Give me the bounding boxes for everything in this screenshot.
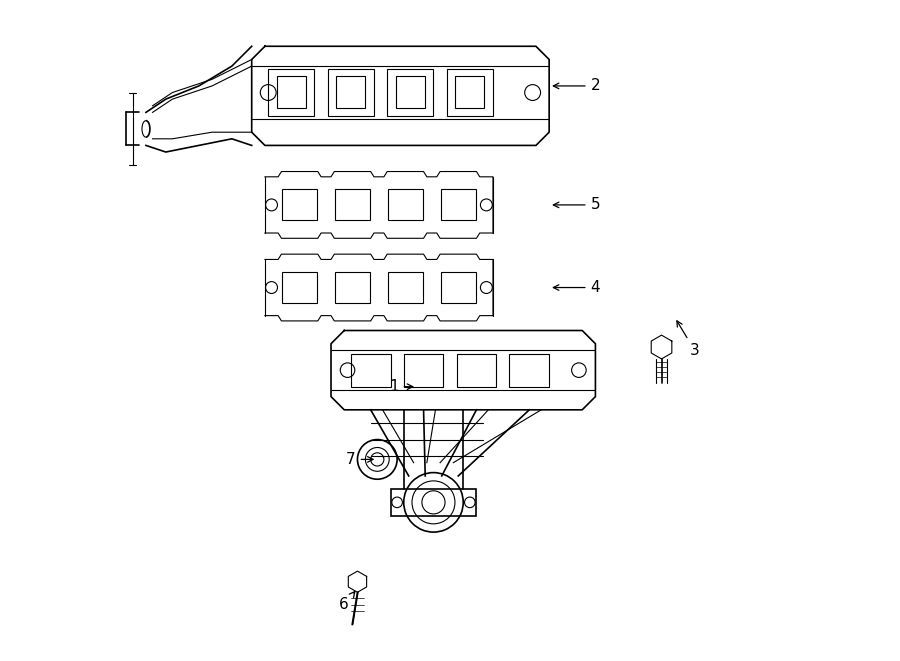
Text: 5: 5: [554, 198, 600, 212]
Text: 3: 3: [677, 321, 699, 358]
Text: 7: 7: [346, 452, 374, 467]
Text: 1: 1: [389, 379, 413, 394]
Text: 2: 2: [554, 79, 600, 93]
Text: 6: 6: [339, 592, 355, 612]
Text: 4: 4: [554, 280, 600, 295]
